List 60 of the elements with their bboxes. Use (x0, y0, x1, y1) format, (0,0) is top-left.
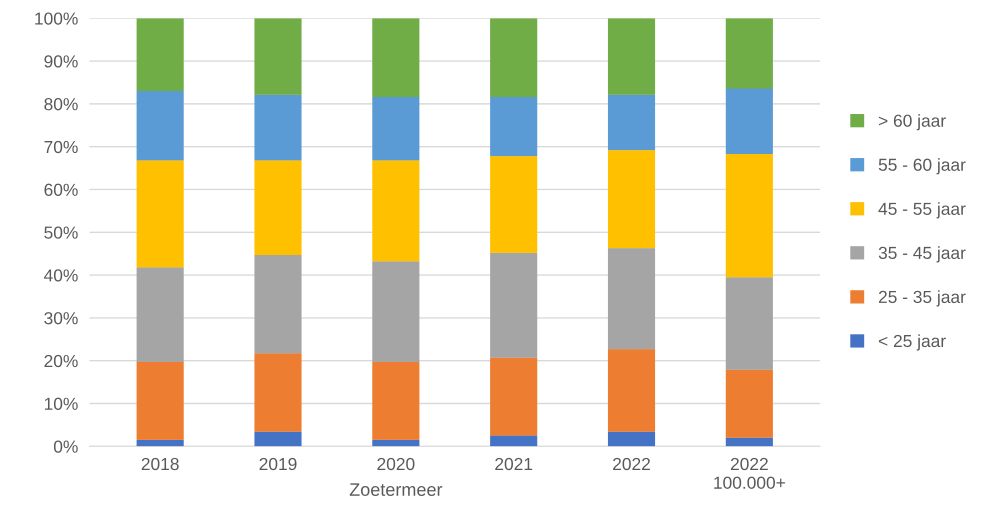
x-tick-label: 2019 (260, 458, 296, 470)
bar (490, 436, 538, 446)
bar (490, 18, 538, 98)
bar (372, 440, 420, 446)
y-tick-label: 0% (54, 440, 78, 453)
bar (608, 432, 656, 446)
bar (490, 97, 538, 156)
bar (726, 370, 773, 438)
bar (726, 277, 773, 370)
y-tick-label: 80% (44, 98, 78, 110)
legend-label: 45 - 55 jaar (878, 202, 966, 218)
bar (726, 154, 773, 278)
x-axis-title: Zoetermeer (350, 483, 442, 496)
y-tick-label: 50% (44, 226, 78, 239)
y-tick-label: 100% (35, 12, 78, 25)
bar (136, 160, 184, 268)
bar (608, 94, 656, 150)
y-tick-label: 10% (44, 398, 78, 410)
x-tick-label: 2021 (495, 458, 532, 470)
bar (254, 254, 302, 354)
y-tick-label: 60% (44, 184, 78, 196)
x-tick-label: 2018 (142, 458, 179, 470)
bar (608, 248, 656, 350)
bar (136, 362, 184, 440)
bar (490, 358, 538, 436)
y-tick-label: 20% (44, 354, 78, 368)
bar (254, 432, 302, 446)
legend-label: 55 - 60 jaar (878, 158, 966, 174)
bar (372, 261, 420, 362)
bar (490, 156, 538, 253)
bar (608, 150, 656, 248)
x-tick-label: 2022 100.000+ (714, 458, 785, 489)
bar (254, 160, 302, 255)
bar (254, 94, 302, 160)
bar (136, 18, 184, 92)
legend-label: 35 - 45 jaar (878, 246, 966, 262)
bar (608, 18, 656, 95)
bar (726, 18, 773, 88)
x-tick-label: 2022 (613, 458, 650, 470)
bar (136, 440, 184, 446)
bar (608, 349, 656, 432)
legend-label: > 60 jaar (878, 114, 946, 130)
bar (726, 88, 773, 154)
bar (372, 362, 420, 440)
bar (372, 18, 420, 98)
bar (254, 353, 302, 432)
bar (372, 160, 420, 262)
y-tick-label: 40% (44, 269, 78, 282)
bar (490, 252, 538, 358)
x-tick-label: 2020 (377, 458, 414, 470)
bar (254, 18, 302, 95)
bar (136, 267, 184, 362)
bar (372, 97, 420, 160)
bar (136, 91, 184, 160)
bar (726, 438, 773, 446)
y-tick-label: 70% (44, 140, 78, 154)
y-tick-label: 30% (44, 312, 78, 324)
legend-label: 25 - 35 jaar (878, 290, 966, 307)
y-tick-label: 90% (44, 55, 78, 68)
legend-label: < 25 jaar (878, 334, 946, 351)
